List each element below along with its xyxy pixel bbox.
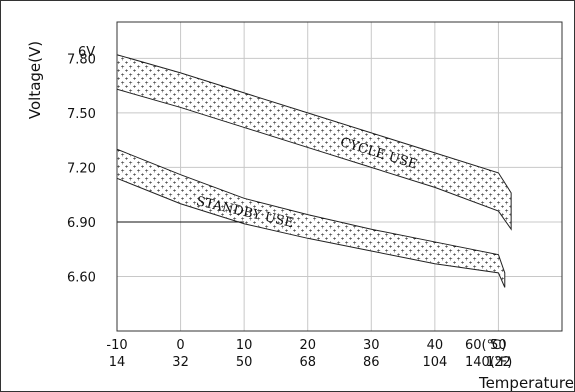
band-cycle-use — [116, 54, 512, 231]
x-unit-fahrenheit: 140(℉) — [465, 355, 512, 370]
x-tick-label-fahrenheit: 32 — [172, 355, 189, 370]
y-tick-labels: 7.80 7.50 7.20 6.90 6.60 — [67, 52, 96, 285]
x-tick-labels: -10 0 10 20 30 40 50 14 32 50 68 86 104 122 — [106, 338, 510, 370]
x-tick-label-celsius: 30 — [363, 338, 380, 353]
x-tick-label-fahrenheit: 68 — [299, 355, 316, 370]
x-tick-label-celsius: 0 — [176, 338, 184, 353]
x-tick-label-celsius: -10 — [106, 338, 127, 353]
y-axis-label: Voltage(V) — [26, 41, 44, 119]
y-tick-label: 6.60 — [67, 270, 96, 285]
plot-area — [116, 21, 563, 332]
y-tick-label: 7.50 — [67, 107, 96, 122]
x-tick-label-fahrenheit: 86 — [363, 355, 380, 370]
y-tick-label: 7.80 — [67, 52, 96, 67]
x-axis-label: Temperature — [478, 374, 574, 392]
x-tick-label-celsius: 40 — [427, 338, 444, 353]
x-tick-label-celsius: 20 — [299, 338, 316, 353]
x-tick-label-celsius: 10 — [236, 338, 253, 353]
x-tick-label-celsius: 50 — [490, 338, 507, 353]
x-tick-label-fahrenheit: 122 — [486, 355, 511, 370]
x-tick-label-fahrenheit: 104 — [422, 355, 447, 370]
y-tick-label: 6.90 — [67, 216, 96, 231]
y-axis-unit: 6V — [78, 45, 95, 60]
band-standby-use — [116, 148, 506, 288]
x-tick-label-fahrenheit: 14 — [109, 355, 126, 370]
x-unit-celsius: 60(℃) — [465, 338, 506, 353]
x-tick-label-fahrenheit: 50 — [236, 355, 253, 370]
y-tick-label: 7.20 — [67, 161, 96, 176]
